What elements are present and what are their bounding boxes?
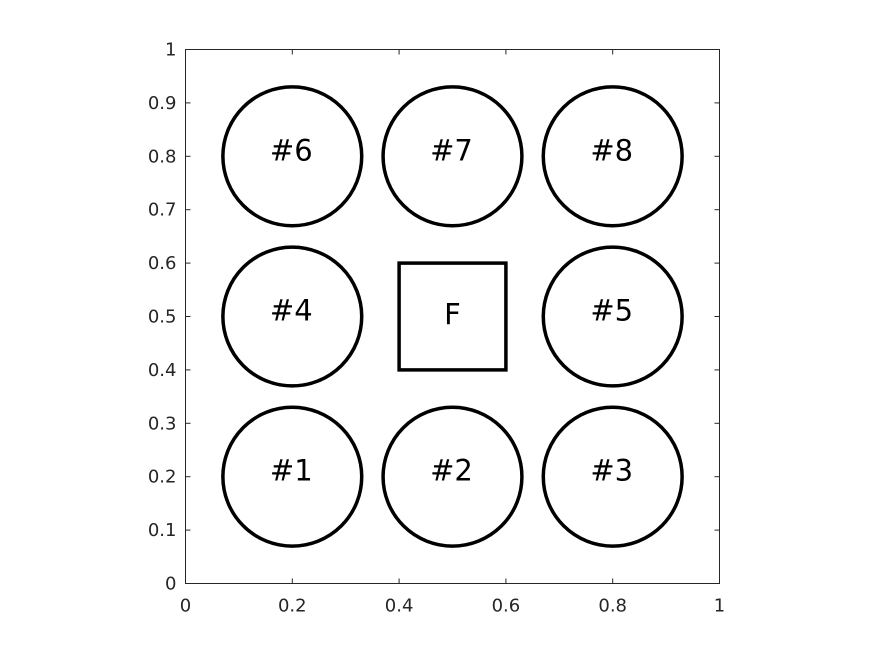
circle-label: #4 [270,294,313,328]
circle-label: #1 [270,454,313,488]
y-tick-label: 0.1 [148,520,177,541]
square-label: F [444,298,461,332]
y-tick-label: 0.6 [148,253,177,274]
circle-label: #6 [270,133,313,167]
y-tick-label: 0.9 [148,93,177,114]
y-tick-label: 0.8 [148,146,177,167]
y-tick-label: 0.2 [148,467,177,488]
axes: 0 0.2 0.4 0.6 0.8 1 0 0.1 0.2 0.3 0.4 0.5 0.6 0.7 0.8… [148,40,725,617]
x-axis: 0 0.2 0.4 0.6 0.8 1 [180,49,725,617]
circle-5 [541,245,684,388]
circle-label: #5 [590,294,633,328]
x-tick-label: 0.8 [598,596,627,617]
circle-4 [221,245,364,388]
circle-label: #3 [590,454,633,488]
x-tick-label: 0 [180,596,191,617]
y-tick-label: 0 [165,574,176,595]
y-tick-label: 0.7 [148,200,177,221]
circle-label: #2 [430,454,473,488]
square-f [397,261,508,372]
x-tick-label: 0.2 [278,596,307,617]
y-tick-label: 0.3 [148,413,177,434]
circle-6 [221,85,364,228]
y-tick-label: 0.4 [148,360,177,381]
y-tick-label: 0.5 [148,307,177,328]
circle-label: #8 [590,133,633,167]
circle-8 [541,85,684,228]
x-tick-label: 0.6 [492,596,521,617]
circle-2 [381,405,524,548]
y-tick-label: 1 [165,40,176,61]
x-tick-label: 0.4 [385,596,414,617]
y-axis: 0 0.1 0.2 0.3 0.4 0.5 0.6 0.7 0.8 0.9 1 [148,40,720,595]
circle-7 [381,85,524,228]
shapes: #1 #2 #3 #4 #5 #6 #7 #8 F [221,85,684,548]
circle-label: #7 [430,133,473,167]
x-tick-label: 1 [714,596,725,617]
circle-3 [541,405,684,548]
circle-1 [221,405,364,548]
